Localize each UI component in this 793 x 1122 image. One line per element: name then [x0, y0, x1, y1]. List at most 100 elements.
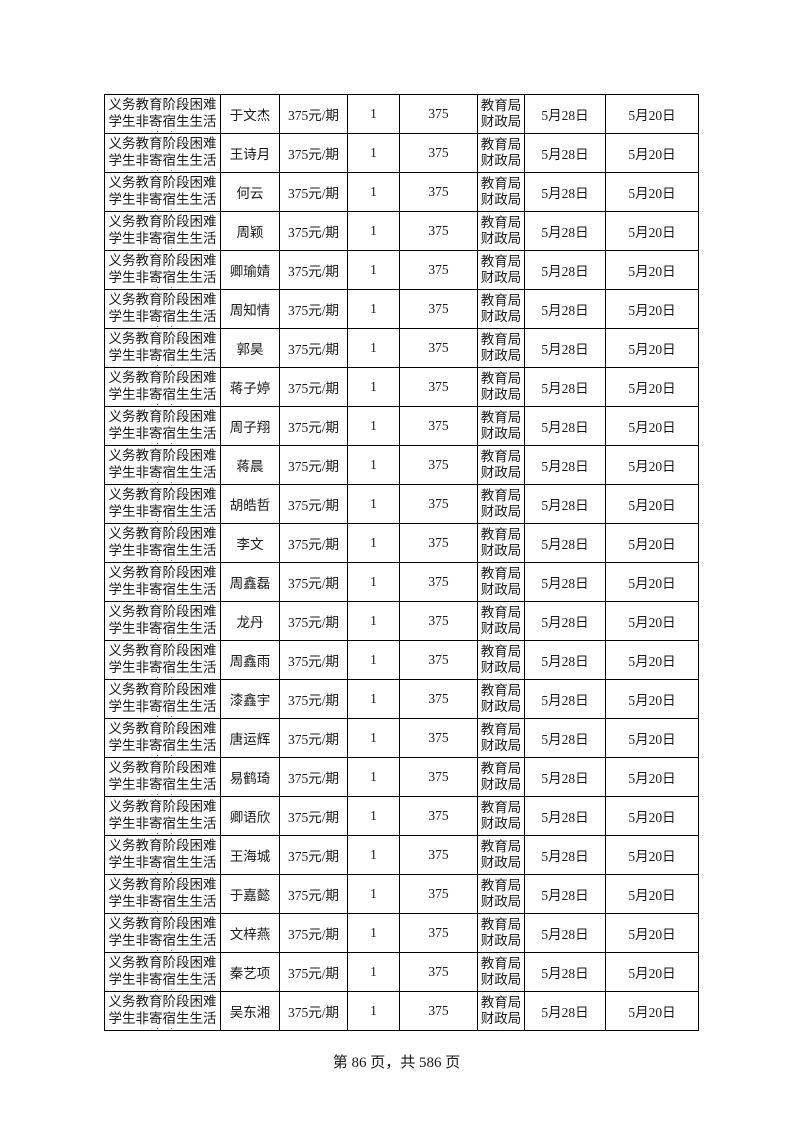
- cell-review-date: 5月28日: [524, 484, 606, 524]
- project-label: 义务教育阶段困难学生非寄宿生生活补助: [108, 877, 217, 912]
- cell-department: 教育局 财政局: [477, 328, 525, 368]
- cell-payment-date: 5月20日: [605, 796, 699, 836]
- cell-student-name: 王诗月: [220, 133, 280, 173]
- cell-payment-date: 5月20日: [605, 367, 699, 407]
- cell-project: 义务教育阶段困难学生非寄宿生生活补助: [104, 211, 221, 251]
- cell-department: 教育局 财政局: [477, 874, 525, 914]
- cell-quantity: 1: [347, 250, 400, 290]
- cell-standard: 375元/期: [279, 133, 348, 173]
- cell-review-date: 5月28日: [524, 718, 606, 758]
- cell-review-date: 5月28日: [524, 874, 606, 914]
- table-row: 义务教育阶段困难学生非寄宿生生活补助 于文杰 375元/期 1 375 教育局 …: [104, 94, 699, 134]
- cell-review-date: 5月28日: [524, 601, 606, 641]
- cell-review-date: 5月28日: [524, 133, 606, 173]
- cell-project: 义务教育阶段困难学生非寄宿生生活补助: [104, 250, 221, 290]
- cell-project: 义务教育阶段困难学生非寄宿生生活补助: [104, 679, 221, 719]
- cell-amount: 375: [399, 289, 478, 329]
- cell-review-date: 5月28日: [524, 679, 606, 719]
- cell-department: 教育局 财政局: [477, 94, 525, 134]
- cell-standard: 375元/期: [279, 718, 348, 758]
- project-label: 义务教育阶段困难学生非寄宿生生活补助: [108, 916, 217, 951]
- cell-payment-date: 5月20日: [605, 211, 699, 251]
- cell-student-name: 于文杰: [220, 94, 280, 134]
- project-label: 义务教育阶段困难学生非寄宿生生活补助: [108, 214, 217, 249]
- cell-payment-date: 5月20日: [605, 328, 699, 368]
- cell-standard: 375元/期: [279, 406, 348, 446]
- table-row: 义务教育阶段困难学生非寄宿生生活补助 易鹤琦 375元/期 1 375 教育局 …: [104, 757, 699, 797]
- cell-quantity: 1: [347, 484, 400, 524]
- cell-quantity: 1: [347, 718, 400, 758]
- cell-review-date: 5月28日: [524, 562, 606, 602]
- cell-amount: 375: [399, 406, 478, 446]
- table-row: 义务教育阶段困难学生非寄宿生生活补助 吴东湘 375元/期 1 375 教育局 …: [104, 991, 699, 1031]
- cell-review-date: 5月28日: [524, 757, 606, 797]
- cell-standard: 375元/期: [279, 367, 348, 407]
- cell-amount: 375: [399, 679, 478, 719]
- cell-quantity: 1: [347, 211, 400, 251]
- table-row: 义务教育阶段困难学生非寄宿生生活补助 郭昊 375元/期 1 375 教育局 财…: [104, 328, 699, 368]
- cell-payment-date: 5月20日: [605, 562, 699, 602]
- cell-department: 教育局 财政局: [477, 757, 525, 797]
- cell-quantity: 1: [347, 874, 400, 914]
- cell-standard: 375元/期: [279, 952, 348, 992]
- project-label: 义务教育阶段困难学生非寄宿生生活补助: [108, 721, 217, 756]
- cell-department: 教育局 财政局: [477, 211, 525, 251]
- cell-amount: 375: [399, 835, 478, 875]
- cell-quantity: 1: [347, 445, 400, 485]
- cell-amount: 375: [399, 250, 478, 290]
- table-row: 义务教育阶段困难学生非寄宿生生活补助 王诗月 375元/期 1 375 教育局 …: [104, 133, 699, 173]
- cell-quantity: 1: [347, 757, 400, 797]
- cell-payment-date: 5月20日: [605, 835, 699, 875]
- cell-amount: 375: [399, 328, 478, 368]
- cell-review-date: 5月28日: [524, 796, 606, 836]
- project-label: 义务教育阶段困难学生非寄宿生生活补助: [108, 643, 217, 678]
- cell-project: 义务教育阶段困难学生非寄宿生生活补助: [104, 406, 221, 446]
- cell-student-name: 蒋子婷: [220, 367, 280, 407]
- cell-payment-date: 5月20日: [605, 289, 699, 329]
- cell-project: 义务教育阶段困难学生非寄宿生生活补助: [104, 913, 221, 953]
- table-row: 义务教育阶段困难学生非寄宿生生活补助 周知情 375元/期 1 375 教育局 …: [104, 289, 699, 329]
- cell-amount: 375: [399, 913, 478, 953]
- cell-standard: 375元/期: [279, 250, 348, 290]
- project-label: 义务教育阶段困难学生非寄宿生生活补助: [108, 604, 217, 639]
- table-row: 义务教育阶段困难学生非寄宿生生活补助 周颖 375元/期 1 375 教育局 财…: [104, 211, 699, 251]
- project-label: 义务教育阶段困难学生非寄宿生生活补助: [108, 487, 217, 522]
- cell-department: 教育局 财政局: [477, 172, 525, 212]
- cell-project: 义务教育阶段困难学生非寄宿生生活补助: [104, 718, 221, 758]
- cell-quantity: 1: [347, 913, 400, 953]
- project-label: 义务教育阶段困难学生非寄宿生生活补助: [108, 292, 217, 327]
- cell-quantity: 1: [347, 133, 400, 173]
- cell-standard: 375元/期: [279, 211, 348, 251]
- project-label: 义务教育阶段困难学生非寄宿生生活补助: [108, 994, 217, 1029]
- cell-department: 教育局 财政局: [477, 835, 525, 875]
- cell-project: 义务教育阶段困难学生非寄宿生生活补助: [104, 952, 221, 992]
- cell-payment-date: 5月20日: [605, 913, 699, 953]
- cell-quantity: 1: [347, 640, 400, 680]
- cell-project: 义务教育阶段困难学生非寄宿生生活补助: [104, 328, 221, 368]
- cell-payment-date: 5月20日: [605, 250, 699, 290]
- cell-review-date: 5月28日: [524, 640, 606, 680]
- cell-review-date: 5月28日: [524, 250, 606, 290]
- cell-student-name: 郭昊: [220, 328, 280, 368]
- cell-quantity: 1: [347, 289, 400, 329]
- cell-payment-date: 5月20日: [605, 640, 699, 680]
- cell-student-name: 周鑫磊: [220, 562, 280, 602]
- cell-student-name: 李文: [220, 523, 280, 563]
- cell-student-name: 漆鑫宇: [220, 679, 280, 719]
- cell-payment-date: 5月20日: [605, 757, 699, 797]
- cell-amount: 375: [399, 367, 478, 407]
- table-row: 义务教育阶段困难学生非寄宿生生活补助 文梓燕 375元/期 1 375 教育局 …: [104, 913, 699, 953]
- cell-project: 义务教育阶段困难学生非寄宿生生活补助: [104, 835, 221, 875]
- project-label: 义务教育阶段困难学生非寄宿生生活补助: [108, 370, 217, 405]
- cell-standard: 375元/期: [279, 484, 348, 524]
- cell-project: 义务教育阶段困难学生非寄宿生生活补助: [104, 874, 221, 914]
- cell-review-date: 5月28日: [524, 835, 606, 875]
- cell-review-date: 5月28日: [524, 952, 606, 992]
- cell-review-date: 5月28日: [524, 94, 606, 134]
- cell-department: 教育局 财政局: [477, 484, 525, 524]
- cell-department: 教育局 财政局: [477, 796, 525, 836]
- cell-amount: 375: [399, 718, 478, 758]
- cell-quantity: 1: [347, 601, 400, 641]
- cell-amount: 375: [399, 874, 478, 914]
